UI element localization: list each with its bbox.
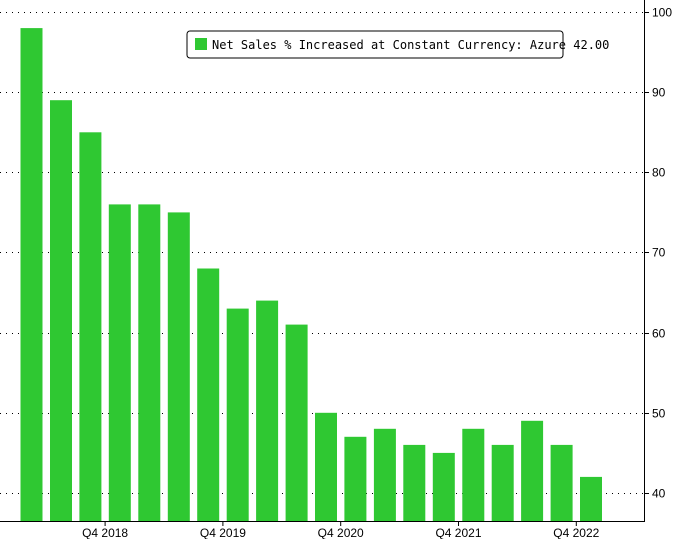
bar (79, 132, 102, 522)
x-tick-label: Q4 2021 (435, 526, 481, 539)
bar (197, 268, 220, 521)
x-axis-ticks: Q4 2018 Q4 2019 Q4 2020 Q4 2021 Q4 2022 (82, 521, 600, 539)
x-tick-label: Q4 2018 (82, 526, 128, 539)
y-tick-label: 70 (652, 246, 666, 260)
bar (580, 476, 602, 521)
x-tick-label: Q4 2019 (200, 526, 246, 539)
bar (138, 204, 161, 521)
bar (315, 412, 337, 521)
bar (432, 452, 455, 521)
legend-series-name: Net Sales % Increased at Constant Curren… (212, 38, 566, 52)
bar (20, 28, 43, 521)
bar (167, 212, 190, 521)
x-tick-label: Q4 2022 (553, 526, 599, 539)
bar (226, 308, 249, 521)
bar (491, 444, 514, 521)
y-axis-ticks: 40 50 60 70 80 90 100 (644, 6, 672, 501)
bar (550, 444, 573, 521)
x-tick-label: Q4 2020 (318, 526, 364, 539)
bar (462, 428, 485, 521)
y-tick-label: 40 (652, 487, 666, 501)
bar (403, 444, 426, 521)
bar (108, 204, 131, 521)
y-tick-label: 90 (652, 86, 666, 100)
legend-label: Net Sales % Increased at Constant Curren… (212, 38, 609, 52)
y-tick-label: 100 (652, 6, 672, 20)
bar (373, 428, 396, 521)
y-tick-label: 50 (652, 407, 666, 421)
bar (256, 300, 279, 521)
bar (521, 420, 544, 521)
legend: Net Sales % Increased at Constant Curren… (186, 30, 609, 59)
y-tick-label: 80 (652, 166, 666, 180)
legend-swatch (195, 38, 207, 50)
bar (344, 436, 367, 521)
y-tick-label: 60 (652, 327, 666, 341)
legend-value: 42.00 (573, 38, 609, 52)
bars (20, 28, 602, 522)
legend-box (186, 30, 564, 59)
bar (50, 100, 72, 521)
bar (285, 324, 308, 521)
